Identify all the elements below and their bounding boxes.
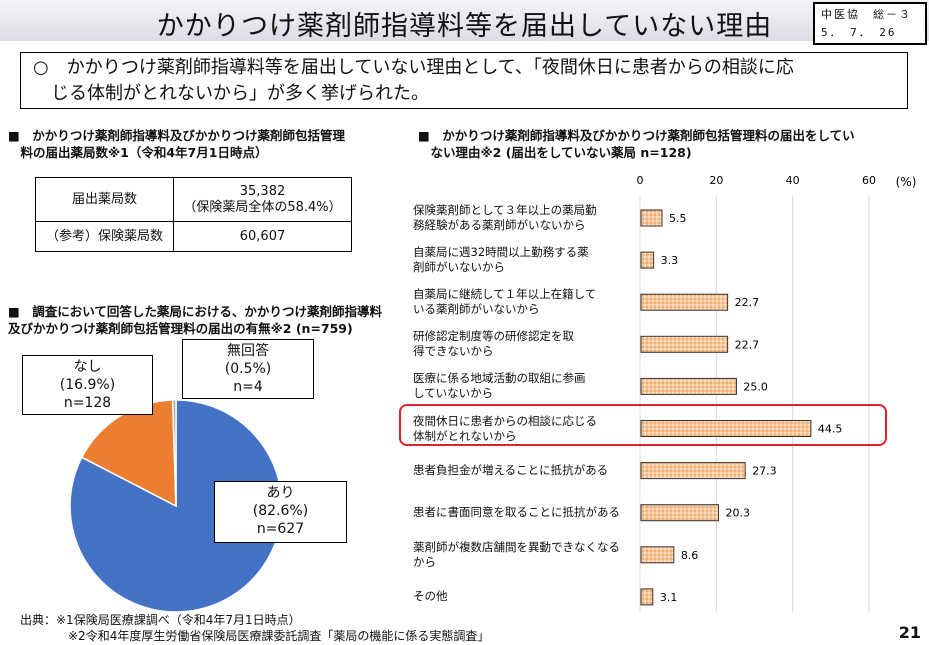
bar-value-label: 22.7 (735, 296, 760, 309)
category-line: 患者に書面同意を取ることに抵抗がある (413, 505, 620, 520)
bar (640, 335, 729, 353)
stamp-date: 5． 7． 26 (821, 26, 897, 39)
category-label: その他 (413, 589, 643, 604)
bar-value-label: 3.3 (661, 254, 679, 267)
category-line: していないから (413, 386, 494, 401)
bar (640, 293, 729, 311)
category-line: から (413, 554, 436, 569)
category-label: 保険薬剤師として３年以上の薬局勤 務経験がある薬剤師がいないから (413, 203, 643, 233)
category-line: 研修認定制度等の研修認定を取 (413, 329, 574, 344)
bar-value-label: 27.3 (752, 465, 777, 478)
label-n: n=128 (63, 395, 112, 411)
bar (640, 504, 719, 522)
label-n: n=627 (256, 521, 305, 537)
category-line: いる薬剤師がいないから (413, 302, 540, 317)
category-label: 自薬局に継続して１年以上在籍して いる薬剤師がいないから (413, 287, 643, 317)
category-label: 医療に係る地域活動の取組に参画 していないから (413, 371, 643, 401)
heading-line: ■ 調査において回答した薬局における、かかりつけ薬剤師指導料 (8, 304, 383, 319)
category-label: 患者に書面同意を取ることに抵抗がある (413, 505, 643, 520)
category-line: 医療に係る地域活動の取組に参画 (413, 371, 586, 386)
bar-value-label: 5.5 (669, 212, 687, 225)
heading-line: ない理由※2 (届出をしていない薬局 n=128) (418, 145, 692, 160)
label-name: 無回答 (227, 343, 269, 359)
header-bar (0, 0, 929, 41)
label-name: あり (266, 485, 295, 501)
bar-value-label: 8.6 (681, 549, 699, 562)
summary-line: じる体制がとれないから」が多く挙げられた。 (33, 83, 429, 104)
table-row: （参考）保険薬局数 60,607 (35, 221, 352, 252)
highlight-box (399, 404, 887, 446)
heading-line: 及びかかりつけ薬剤師包括管理料の届出の有無※2 (n=759) (8, 321, 353, 336)
category-line: 自薬局に週32時間以上勤務する薬 (413, 245, 589, 260)
page-title: かかりつけ薬剤師指導料等を届出していない理由 (156, 11, 773, 42)
bar (640, 462, 746, 480)
category-line: 務経験がある薬剤師がいないから (413, 218, 586, 232)
pie-slice (69, 399, 283, 613)
category-line: 体制がとれないから (413, 428, 517, 443)
category-label: 自薬局に週32時間以上勤務する薬 剤師がいないから (413, 245, 643, 275)
category-line: 患者負担金が増えることに抵抗がある (413, 463, 609, 478)
pharmacy-count-table: 届出薬局数 35,382 （保険薬局全体の58.4%） （参考）保険薬局数 60,60… (35, 177, 352, 252)
pie-label-mukaitou: 無回答 (0.5%) n=4 (182, 339, 314, 399)
category-label: 薬剤師が複数店舗間を異動できなくなる から (413, 540, 643, 570)
pie-label-ari: あり (82.6%) n=627 (214, 481, 347, 543)
summary-line: ○ かかりつけ薬剤師指導料等を届出していない理由として、「夜間休日に患者からの相… (33, 57, 794, 78)
label-pct: (16.9%) (59, 377, 116, 393)
bar-value-label: 3.1 (660, 591, 678, 604)
category-label: 患者負担金が増えることに抵抗がある (413, 463, 643, 478)
source-note: 出典：※1保険局医療課調べ（令和4年7月1日時点） (20, 613, 301, 627)
category-line: 剤師がいないから (413, 260, 505, 275)
bar-value-label: 20.3 (725, 507, 750, 520)
category-line: 得できないから (413, 344, 494, 359)
heading-line: 料の届出薬局数※1（令和4年7月1日時点） (8, 145, 268, 160)
pie-slice (80, 399, 177, 508)
tick-label: 0 (637, 174, 644, 187)
stamp-line: 中医協 総－３ (821, 8, 912, 21)
tick-label: 60 (862, 174, 876, 187)
category-line: 保険薬剤師として３年以上の薬局勤 (413, 203, 597, 217)
bar-value-label: 25.0 (743, 380, 768, 393)
axis-unit: (%) (896, 175, 917, 189)
bar (640, 251, 655, 269)
label-pct: (0.5%) (224, 361, 272, 377)
bar (640, 588, 654, 606)
category-line: その他 (413, 589, 448, 604)
heading-line: ■ かかりつけ薬剤師指導料及びかかりつけ薬剤師包括管理 (8, 128, 346, 143)
bar (640, 209, 663, 227)
category-label: 研修認定制度等の研修認定を取 得できないから (413, 329, 643, 359)
label-pct: (82.6%) (252, 503, 309, 519)
bar-title: ■ かかりつけ薬剤師指導料及びかかりつけ薬剤師包括管理料の届出をしてい ない理由… (418, 127, 855, 161)
bar (640, 546, 675, 564)
summary-box: ○ かかりつけ薬剤師指導料等を届出していない理由として、「夜間休日に患者からの相… (20, 52, 908, 109)
bar-value-label: 44.5 (818, 423, 843, 436)
pie-label-nashi: なし (16.9%) n=128 (22, 355, 153, 415)
tick-label: 40 (786, 174, 800, 187)
bar (640, 420, 812, 437)
category-line: 夜間休日に患者からの相談に応じる (413, 413, 597, 428)
category-label: 夜間休日に患者からの相談に応じる 体制がとれないから (413, 414, 643, 444)
heading-line: ■ かかりつけ薬剤師指導料及びかかりつけ薬剤師包括管理料の届出をしてい (418, 128, 855, 143)
cell-sub: （保険薬局全体の58.4%） (183, 199, 342, 215)
label-name: なし (73, 359, 102, 375)
cell-value: 35,382 (239, 183, 286, 199)
bar (640, 377, 737, 395)
table-heading: ■ かかりつけ薬剤師指導料及びかかりつけ薬剤師包括管理 料の届出薬局数※1（令和… (8, 127, 345, 161)
tick-label: 20 (709, 174, 723, 187)
document-stamp: 中医協 総－３ 5． 7． 26 (813, 2, 927, 45)
source-note: ※2令和4年度厚生労働省保険局医療課委託調査「薬局の機能に係る実態調査」 (20, 629, 490, 643)
label-n: n=4 (233, 379, 263, 395)
table-cell: 60,607 (173, 221, 352, 252)
page-number: 21 (898, 623, 921, 642)
category-line: 自薬局に継続して１年以上在籍して (413, 287, 597, 302)
bar-value-label: 22.7 (735, 338, 760, 351)
pie-title: ■ 調査において回答した薬局における、かかりつけ薬剤師指導料 及びかかりつけ薬剤師… (8, 303, 382, 337)
pie-slice (171, 399, 177, 507)
category-line: 薬剤師が複数店舗間を異動できなくなる (413, 539, 620, 554)
